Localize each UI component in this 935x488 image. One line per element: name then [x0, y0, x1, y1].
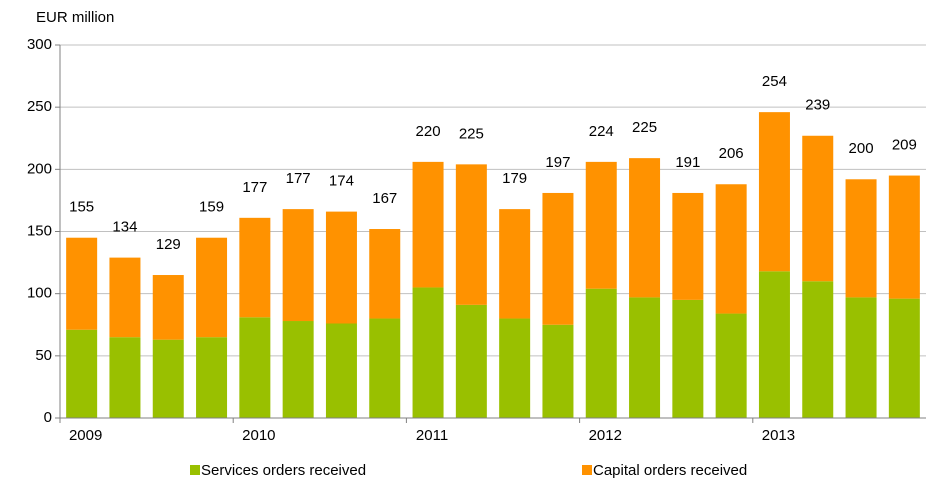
legend-swatch [190, 465, 200, 475]
total-label: 167 [372, 190, 397, 207]
bar-segment [412, 287, 444, 418]
total-label: 197 [545, 154, 570, 171]
y-tick-label: 300 [27, 36, 52, 53]
bar-segment [629, 297, 661, 418]
x-tick-label: 2013 [762, 427, 795, 444]
total-label: 177 [242, 179, 267, 196]
bar-segment [239, 217, 271, 318]
bar-segment [455, 164, 487, 305]
bar-segment [196, 337, 228, 418]
bar-segment [672, 192, 704, 300]
total-label: 174 [329, 173, 354, 190]
bar-segment [715, 313, 747, 418]
total-label: 224 [589, 123, 614, 140]
total-label: 191 [675, 154, 700, 171]
bar-segment [888, 175, 920, 299]
bar-segment [585, 288, 617, 418]
bar-segment [66, 329, 98, 418]
y-tick-label: 100 [27, 285, 52, 302]
total-label: 220 [416, 123, 441, 140]
total-label: 239 [805, 97, 830, 114]
total-label: 225 [632, 119, 657, 136]
bar-segment [196, 237, 228, 338]
y-tick-label: 50 [35, 347, 52, 364]
bar-segment [888, 298, 920, 418]
bar-segment [802, 281, 834, 418]
bar-segment [845, 179, 877, 298]
bar-segment [369, 229, 401, 319]
bar-segment [845, 297, 877, 418]
x-tick-label: 2011 [416, 427, 448, 444]
total-label: 129 [156, 236, 181, 253]
legend-swatch [582, 465, 592, 475]
total-label: 179 [502, 170, 527, 187]
total-label: 254 [762, 73, 787, 90]
bar-segment [802, 135, 834, 282]
bar-segment [239, 317, 271, 418]
total-label: 200 [849, 140, 874, 157]
bar-segment [282, 209, 314, 322]
bar-segment [325, 211, 357, 324]
bar-segment [499, 318, 531, 418]
total-label: 206 [719, 145, 744, 162]
bar-segment [369, 318, 401, 418]
bar-segment [542, 192, 574, 325]
y-tick-label: 200 [27, 160, 52, 177]
bar-segment [758, 112, 790, 272]
bar-segment [758, 271, 790, 418]
total-label: 155 [69, 199, 94, 216]
total-label: 159 [199, 199, 224, 216]
total-label: 209 [892, 137, 917, 154]
y-tick-label: 250 [27, 98, 52, 115]
total-label: 177 [286, 170, 311, 187]
legend-label: Capital orders received [593, 462, 747, 479]
y-tick-label: 0 [44, 409, 52, 426]
bar-segment [66, 237, 98, 330]
bar-segment [542, 324, 574, 418]
bar-segment [629, 158, 661, 298]
bar-segment [152, 275, 184, 340]
legend-label: Services orders received [201, 462, 366, 479]
bar-segment [585, 161, 617, 289]
x-tick-label: 2010 [242, 427, 275, 444]
bar-segment [412, 161, 444, 288]
bar-segment [715, 184, 747, 314]
y-axis-label: EUR million [36, 9, 114, 26]
bar-segment [109, 257, 141, 338]
bar-segment [672, 299, 704, 418]
bar-segment [152, 339, 184, 418]
bar-segment [109, 337, 141, 418]
bar-segment [282, 321, 314, 418]
y-tick-label: 150 [27, 222, 52, 239]
total-label: 225 [459, 125, 484, 142]
bar-segment [499, 209, 531, 319]
x-tick-label: 2012 [589, 427, 622, 444]
bar-segment [325, 323, 357, 418]
total-label: 134 [112, 219, 137, 236]
x-tick-label: 2009 [69, 427, 102, 444]
bar-segment [455, 304, 487, 418]
